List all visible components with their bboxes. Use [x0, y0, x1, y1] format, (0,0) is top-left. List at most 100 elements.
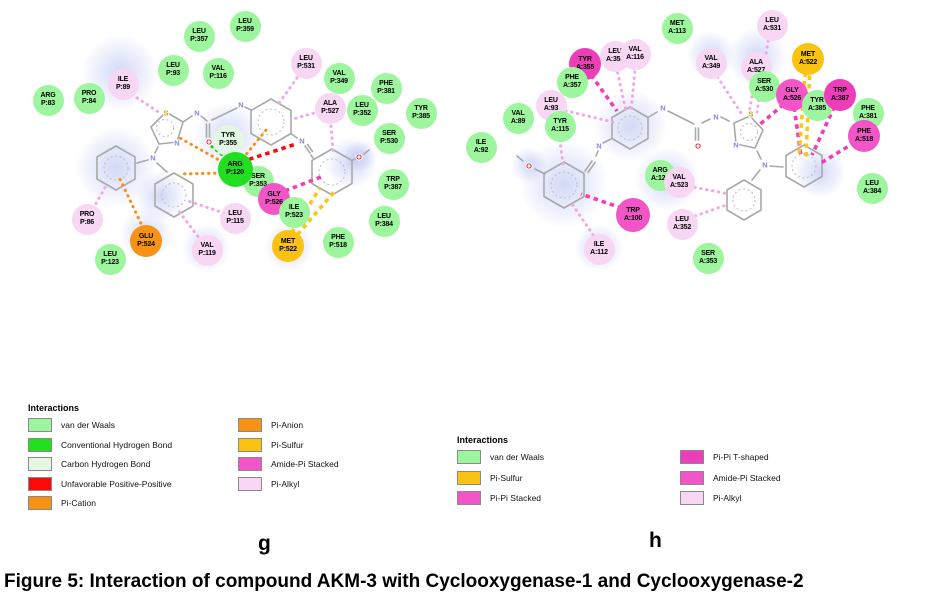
binding-site-halos [76, 27, 846, 272]
ligand-skeleton [96, 98, 823, 221]
residue-tyr-p-355: TYR P:355 [212, 124, 244, 156]
residue-name: TYR [553, 118, 567, 126]
aromatic-circle [318, 158, 346, 186]
residue-ala-a-527: ALA A:527 [740, 51, 772, 83]
legend-label: Pi-Alkyl [713, 493, 742, 503]
residue-chain-number: A:100 [623, 215, 643, 222]
residue-leu-p-352: LEU P:352 [346, 94, 378, 126]
legend-label: van der Waals [490, 452, 545, 462]
residue-name: ARG [227, 161, 243, 169]
residue-chain-number: P:381 [377, 88, 395, 95]
legend-item-amide-pi-stacked: Amide-Pi Stacked [680, 470, 781, 485]
interaction-line-cation [176, 135, 230, 167]
residue-leu-p-531: LEU P:531 [290, 47, 322, 79]
residue-glu-p-524: GLU P:524 [130, 225, 162, 257]
residue-name: TYR [221, 132, 235, 140]
residue-name: TRP [626, 207, 640, 215]
legend-label: van der Waals [61, 420, 116, 430]
legend-label: Amide-Pi Stacked [271, 459, 339, 469]
residue-ala-p-527: ALA P:527 [314, 92, 346, 124]
legend-item-pi-pi-t-shaped: Pi-Pi T-shaped [680, 450, 781, 464]
legend-title: Interactions [457, 435, 509, 445]
residue-leu-p-384: LEU P:384 [368, 205, 400, 237]
residue-name: LEU [238, 18, 252, 26]
residue-chain-number: P:359 [236, 26, 254, 33]
residue-name: TYR [810, 97, 824, 105]
residue-chain-number: A:89 [510, 118, 526, 125]
residue-chain-number: A:530 [754, 86, 774, 93]
residue-met-a-522: MET A:522 [792, 43, 824, 75]
residue-chain-number: A:352 [672, 224, 692, 231]
residue-name: VAL [511, 110, 525, 118]
residue-chain-number: A:113 [668, 28, 686, 35]
n-atom-label: N [194, 109, 199, 118]
residue-name: PRO [79, 211, 95, 219]
residue-chain-number: A:357 [562, 82, 582, 89]
residue-trp-p-387: TRP P:387 [377, 168, 409, 200]
interaction-line-anion [117, 175, 148, 236]
residue-pro-p-84: PRO P:84 [73, 82, 105, 114]
residue-chain-number: P:355 [219, 140, 237, 147]
residue-leu-a-352: LEU A:352 [666, 208, 698, 240]
residue-chain-number: P:384 [375, 221, 393, 228]
residue-name: LEU [355, 102, 369, 110]
residue-name: LEU [103, 251, 117, 259]
residue-phe-a-518: PHE A:518 [848, 120, 880, 152]
ring [154, 172, 194, 218]
n-atom-label: N [596, 142, 601, 151]
residue-chain-number: P:522 [279, 246, 297, 253]
residue-name: TYR [414, 105, 428, 113]
legend-item-carbon-hydrogen-bond: Carbon Hydrogen Bond [28, 457, 238, 471]
residue-chain-number: P:518 [329, 242, 347, 249]
residue-pro-p-86: PRO P:86 [71, 203, 103, 235]
legend-title: Interactions [28, 403, 80, 413]
ring [733, 115, 764, 149]
residue-chain-number: P:526 [265, 199, 283, 206]
residue-name: VAL [672, 174, 686, 182]
residue-chain-number: P:89 [116, 84, 130, 91]
legend-item-pi-sulfur: Pi-Sulfur [457, 470, 680, 485]
residue-ile-a-112: ILE A:112 [583, 233, 615, 265]
o-atom-label: O [695, 142, 701, 151]
residue-leu-p-93: LEU P:93 [157, 54, 189, 86]
residue-val-a-349: VAL A:349 [695, 47, 727, 79]
residue-val-a-523: VAL A:523 [663, 166, 695, 198]
atom-labels: S N O N N N O N O N N O N S N N [149, 100, 768, 172]
interaction-line-alkyl [552, 106, 615, 124]
residue-leu-p-115: LEU P:115 [219, 202, 251, 234]
figure-caption: Figure 5: Interaction of compound AKM-3 … [4, 571, 804, 592]
residue-name: TRP [386, 176, 400, 184]
residue-name: TRP [833, 87, 847, 95]
legend-item-pi-alkyl: Pi-Alkyl [680, 491, 781, 505]
residue-ser-a-353: SER A:353 [692, 242, 724, 274]
residue-name: ARG [40, 92, 56, 100]
residue-chain-number: P:119 [198, 250, 216, 257]
residue-ile-p-523: ILE P:523 [278, 196, 310, 228]
aromatic-circle [617, 115, 643, 141]
residue-chain-number: A:115 [551, 126, 569, 133]
residue-name: LEU [765, 17, 779, 25]
residue-chain-number: P:120 [226, 169, 244, 176]
residue-name: LEU [675, 216, 689, 224]
residue-name: LEU [299, 55, 313, 63]
residue-trp-a-387: TRP A:387 [824, 79, 856, 111]
legend-swatch [28, 476, 52, 491]
legend-cox1: Interactions van der Waals Conventional H… [28, 403, 339, 516]
residue-chain-number: P:116 [209, 73, 227, 80]
residue-name: LEU [377, 213, 391, 221]
legend-swatch [28, 457, 52, 471]
residue-chain-number: P:357 [190, 36, 208, 43]
residue-chain-number: A:93 [543, 105, 559, 112]
n-atom-label: N [660, 104, 665, 113]
residue-leu-a-531: LEU A:531 [756, 9, 788, 41]
aromatic-circle [791, 153, 817, 179]
residue-name: ARG [652, 167, 668, 175]
residue-arg-p-83: ARG P:83 [32, 84, 64, 116]
residue-name: VAL [211, 65, 225, 73]
residue-chain-number: A:518 [854, 136, 874, 143]
legend-item-pi-pi-stacked: Pi-Pi Stacked [457, 491, 680, 505]
residue-leu-p-123: LEU P:123 [94, 243, 126, 275]
residue-name: ILE [475, 139, 487, 147]
legend-label: Amide-Pi Stacked [713, 472, 781, 483]
